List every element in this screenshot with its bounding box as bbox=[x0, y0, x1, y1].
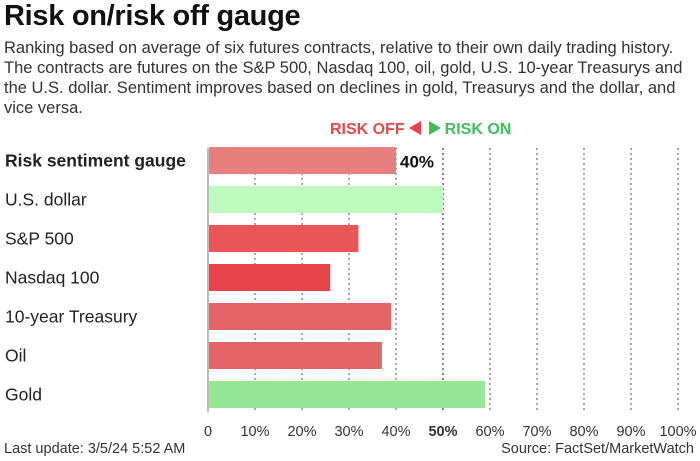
tick-label: 70% bbox=[522, 424, 551, 440]
category-label: S&P 500 bbox=[5, 229, 74, 249]
arrow-left-icon bbox=[408, 121, 421, 135]
legend-risk-off: RISK OFF bbox=[330, 121, 405, 138]
bar bbox=[209, 303, 392, 330]
tick-label: 80% bbox=[569, 424, 598, 440]
chart-title: Risk on/risk off gauge bbox=[4, 0, 301, 32]
category-label: 10-year Treasury bbox=[5, 307, 138, 327]
legend: RISK OFF RISK ON bbox=[330, 121, 511, 139]
category-label: Risk sentiment gauge bbox=[5, 151, 186, 171]
source-note: Source: FactSet/MarketWatch bbox=[501, 441, 694, 457]
tick-label: 0 bbox=[204, 424, 212, 440]
legend-risk-on: RISK ON bbox=[444, 121, 512, 138]
tick-label: 50% bbox=[428, 424, 457, 440]
bar bbox=[209, 147, 396, 174]
bar bbox=[209, 225, 359, 252]
tick-label: 90% bbox=[616, 424, 645, 440]
tick-label: 10% bbox=[240, 424, 269, 440]
tick-label: 40% bbox=[381, 424, 410, 440]
tick-label: 100% bbox=[659, 424, 696, 440]
chart-subtitle: Ranking based on average of six futures … bbox=[4, 39, 683, 117]
category-label: Oil bbox=[5, 346, 26, 366]
tick-label: 30% bbox=[334, 424, 363, 440]
tick-label: 20% bbox=[287, 424, 316, 440]
bar bbox=[209, 381, 486, 408]
category-label: U.S. dollar bbox=[5, 190, 87, 210]
category-label: Gold bbox=[5, 385, 42, 405]
last-update: Last update: 3/5/24 5:52 AM bbox=[4, 441, 186, 457]
tick-label: 60% bbox=[475, 424, 504, 440]
bar bbox=[209, 186, 443, 213]
value-label: 40% bbox=[400, 153, 434, 172]
arrow-right-icon bbox=[428, 121, 441, 135]
bar bbox=[209, 342, 382, 369]
category-label: Nasdaq 100 bbox=[5, 268, 100, 288]
bar bbox=[209, 264, 331, 291]
